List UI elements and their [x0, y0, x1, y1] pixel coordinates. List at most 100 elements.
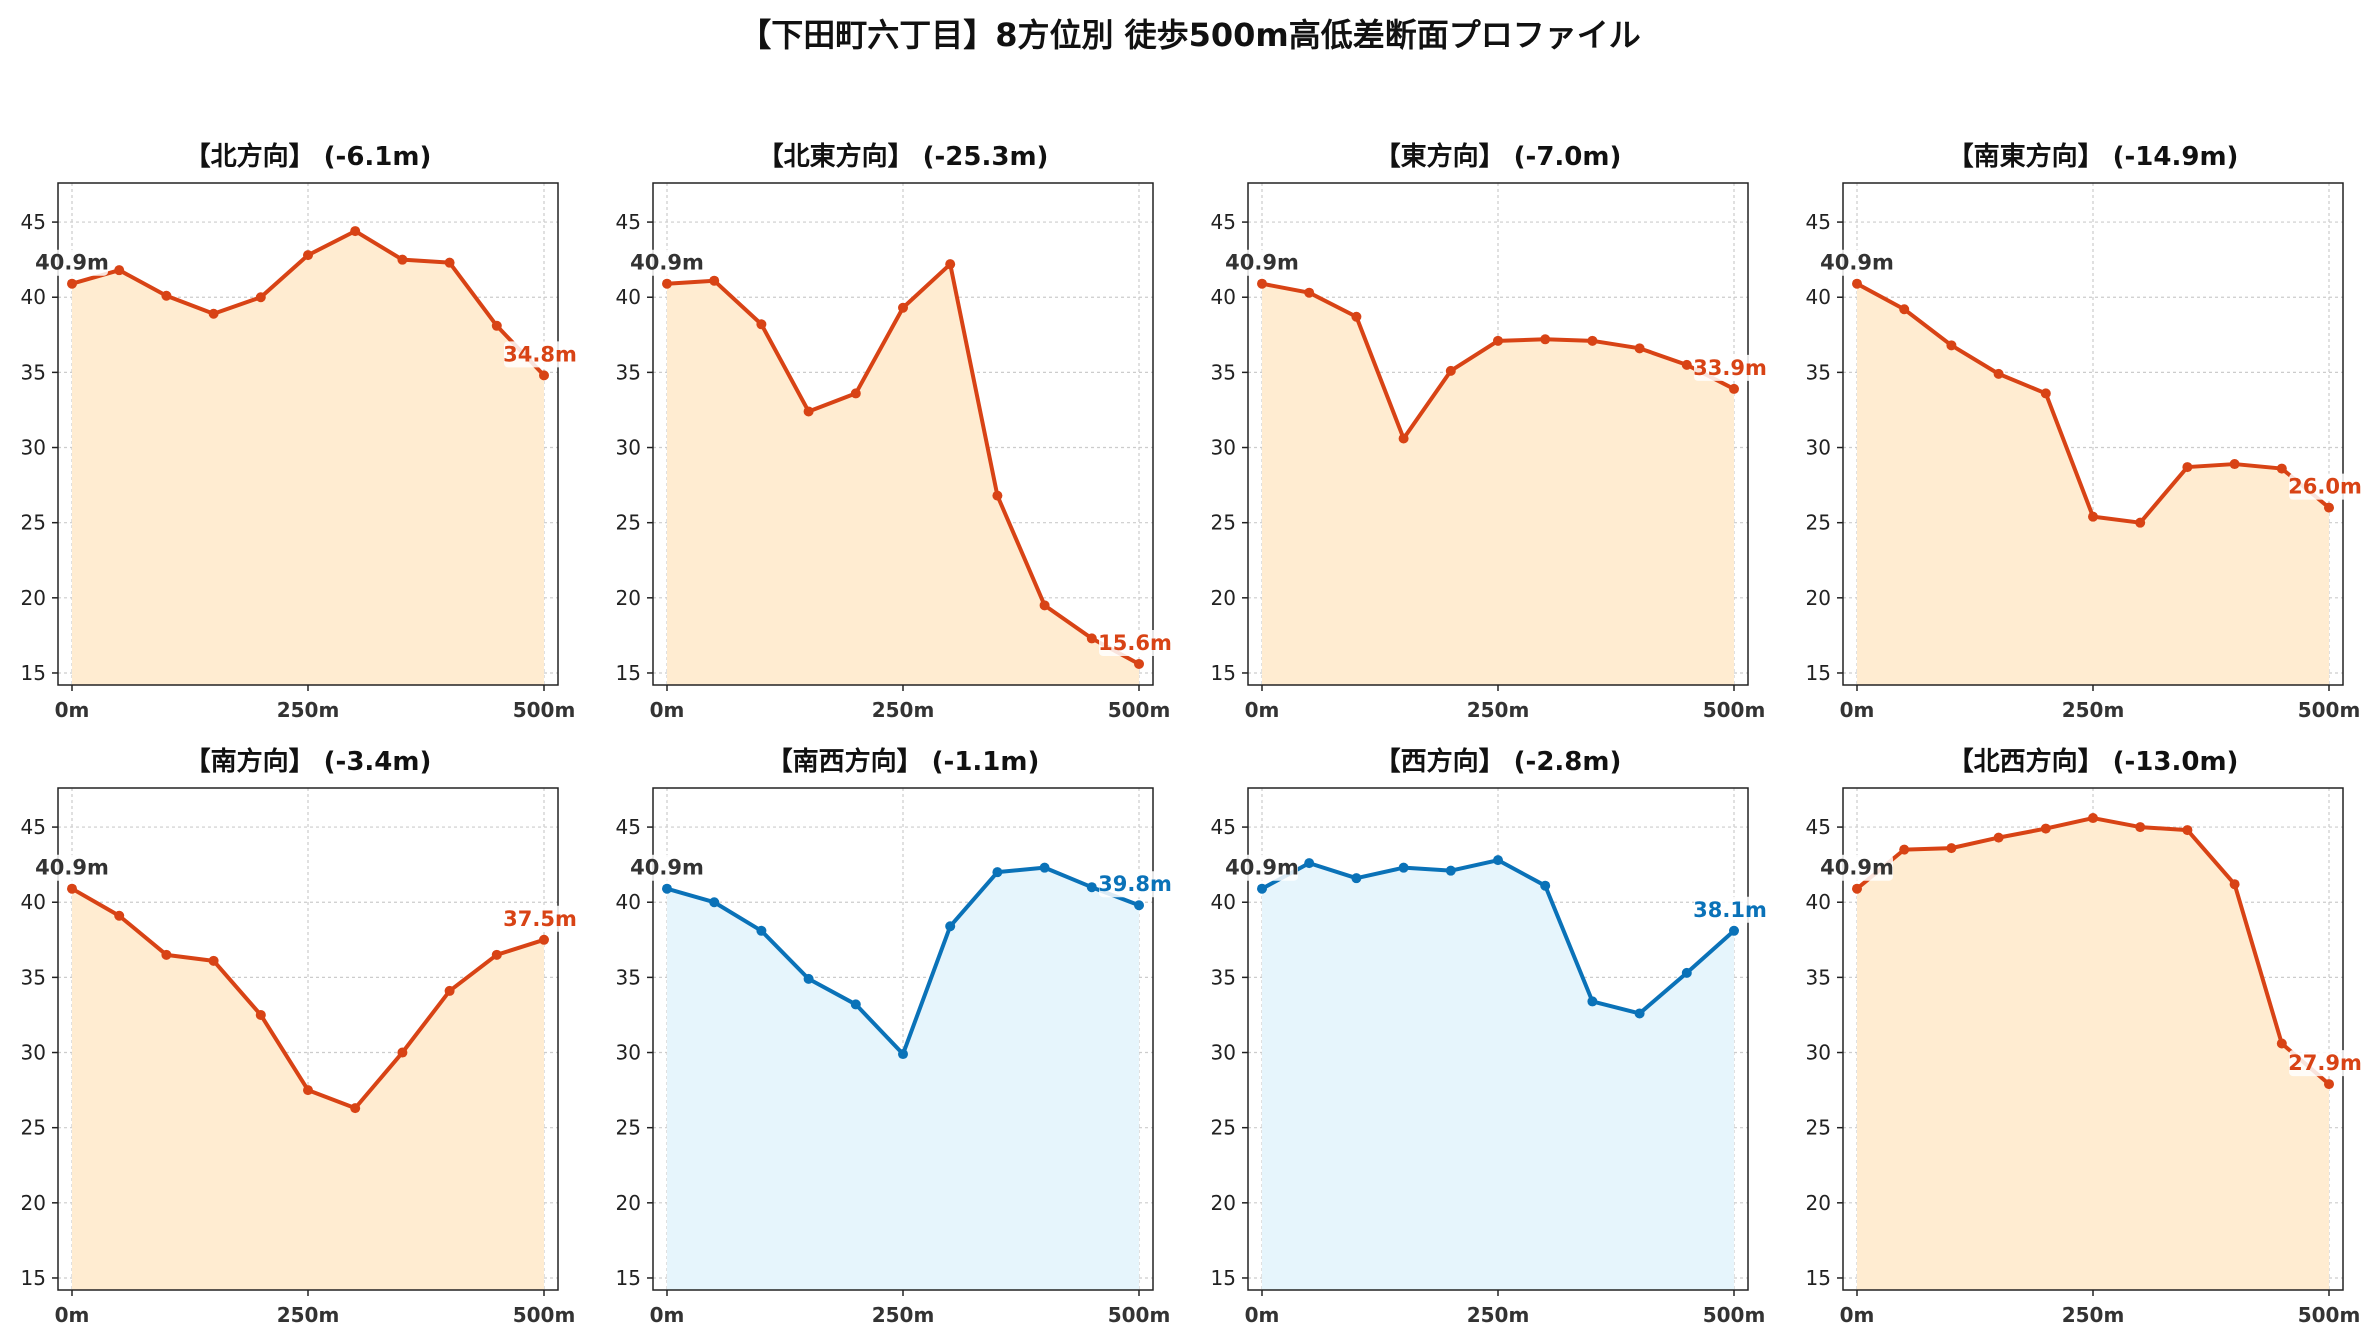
panel-4-area: [1857, 283, 2329, 685]
panel-8-point: [1899, 844, 1910, 855]
panel-7-point: [1729, 925, 1739, 936]
panel-4-point: [2182, 462, 2193, 473]
panel-1-point: [255, 292, 266, 303]
panel-3-ytick-label: 35: [1211, 360, 1236, 384]
panel-2-ytick-label: 15: [616, 661, 641, 685]
panel-2-xtick-label: 500m: [1108, 698, 1171, 722]
panel-3-point: [1351, 311, 1362, 322]
panel-8-point: [2229, 879, 2240, 890]
panel-5-point: [444, 985, 455, 996]
panel-1-title: 【北方向】 (-6.1m): [185, 141, 432, 172]
panel-3-point: [1445, 365, 1456, 376]
panel-5-point: [67, 883, 77, 894]
panel-4-ytick-label: 30: [1806, 436, 1831, 460]
panel-7-ytick-label: 40: [1211, 890, 1236, 914]
panel-8-start-label: 40.9m: [1820, 856, 1894, 880]
panel-2-point: [1134, 658, 1144, 669]
panel-8-ytick-label: 30: [1806, 1041, 1831, 1065]
panel-3-ytick-label: 30: [1211, 436, 1236, 460]
panel-7-point: [1445, 865, 1456, 876]
panel-3-end-label-bg: [1694, 354, 1766, 381]
panel-3-start-label-bg: [1226, 249, 1298, 276]
panel-7-point: [1257, 883, 1267, 894]
panel-6-point: [709, 897, 720, 908]
panel-5-ytick-label: 35: [21, 965, 46, 989]
panel-1-area: [72, 231, 544, 685]
panel-5-point: [397, 1047, 408, 1058]
panel-1-point: [444, 257, 455, 268]
panel-3-title: 【東方向】 (-7.0m): [1375, 141, 1622, 172]
panel-3-ytick-label: 15: [1211, 661, 1236, 685]
panel-4-ytick-label: 40: [1806, 285, 1831, 309]
panel-8-area: [1857, 818, 2329, 1290]
panel-5-point: [208, 955, 219, 966]
panel-2-point: [992, 490, 1003, 501]
panel-3-xtick-label: 250m: [1467, 698, 1530, 722]
panel-7-ytick-label: 25: [1211, 1116, 1236, 1140]
panel-7-point: [1634, 1008, 1645, 1019]
panel-7-point: [1304, 858, 1315, 869]
panel-1-ytick-label: 25: [21, 511, 46, 535]
panel-8-end-label-bg: [2289, 1050, 2361, 1077]
panel-7-ytick-label: 15: [1211, 1266, 1236, 1290]
panel-2-start-label: 40.9m: [630, 251, 704, 275]
panel-7-point: [1540, 880, 1551, 891]
panel-2-point: [709, 275, 720, 286]
panel-1-ytick-label: 30: [21, 436, 46, 460]
panel-4-end-label-bg: [2289, 473, 2361, 500]
panel-7-point: [1351, 873, 1362, 884]
panel-7-ytick-label: 30: [1211, 1041, 1236, 1065]
panel-1-ytick-label: 45: [21, 210, 46, 234]
panel-2-start-label-bg: [631, 249, 703, 276]
panel-6-ytick-label: 30: [616, 1041, 641, 1065]
panel-6-ytick-label: 15: [616, 1266, 641, 1290]
panel-5-point: [491, 949, 502, 960]
panel-2-point: [1039, 600, 1050, 611]
panel-8-ytick-label: 15: [1806, 1266, 1831, 1290]
panel-7-end-label-bg: [1694, 896, 1766, 923]
panel-6-area: [667, 867, 1139, 1290]
panel-8-point: [2088, 813, 2098, 824]
panel-4-point: [1899, 304, 1910, 315]
panel-4-point: [2229, 459, 2240, 470]
panel-6-point: [992, 867, 1003, 878]
panel-3-xtick-label: 0m: [1245, 698, 1280, 722]
panel-3-point: [1398, 433, 1409, 444]
panel-5-ytick-label: 30: [21, 1041, 46, 1065]
panel-1-point: [161, 290, 172, 301]
panel-5-point: [161, 949, 172, 960]
panel-5-ytick-label: 15: [21, 1266, 46, 1290]
panel-8-ytick-label: 20: [1806, 1191, 1831, 1215]
panel-6-point: [662, 883, 672, 894]
panel-5-end-label: 37.5m: [503, 907, 577, 931]
panel-2-point: [662, 278, 672, 289]
panel-3-point: [1587, 335, 1598, 346]
panel-7-area: [1262, 860, 1734, 1290]
panel-1-xtick-label: 250m: [277, 698, 340, 722]
panel-7-start-label: 40.9m: [1225, 856, 1299, 880]
panel-4-start-label: 40.9m: [1820, 251, 1894, 275]
panel-8-xtick-label: 0m: [1840, 1303, 1875, 1327]
panel-1-point: [303, 250, 313, 261]
panel-6-start-label: 40.9m: [630, 856, 704, 880]
panel-3-start-label: 40.9m: [1225, 251, 1299, 275]
panel-3-point: [1493, 335, 1503, 346]
panel-3-xtick-label: 500m: [1703, 698, 1766, 722]
panel-8-point: [2182, 825, 2193, 836]
panel-5-point: [114, 910, 125, 921]
panel-2-ytick-label: 45: [616, 210, 641, 234]
panel-3-point: [1681, 359, 1692, 370]
panel-3-ytick-label: 25: [1211, 511, 1236, 535]
panel-3-point: [1540, 334, 1551, 345]
panel-8-point: [1946, 843, 1957, 854]
panel-7-title: 【西方向】 (-2.8m): [1375, 746, 1622, 777]
panel-8-ytick-label: 45: [1806, 815, 1831, 839]
panel-5-title: 【南方向】 (-3.4m): [185, 746, 432, 777]
panel-5-start-label: 40.9m: [35, 856, 109, 880]
panel-4-point: [2088, 511, 2098, 522]
panel-8-start-label-bg: [1821, 854, 1893, 881]
panel-7-ytick-label: 35: [1211, 965, 1236, 989]
panel-7-ytick-label: 45: [1211, 815, 1236, 839]
panel-6-point: [756, 925, 767, 936]
